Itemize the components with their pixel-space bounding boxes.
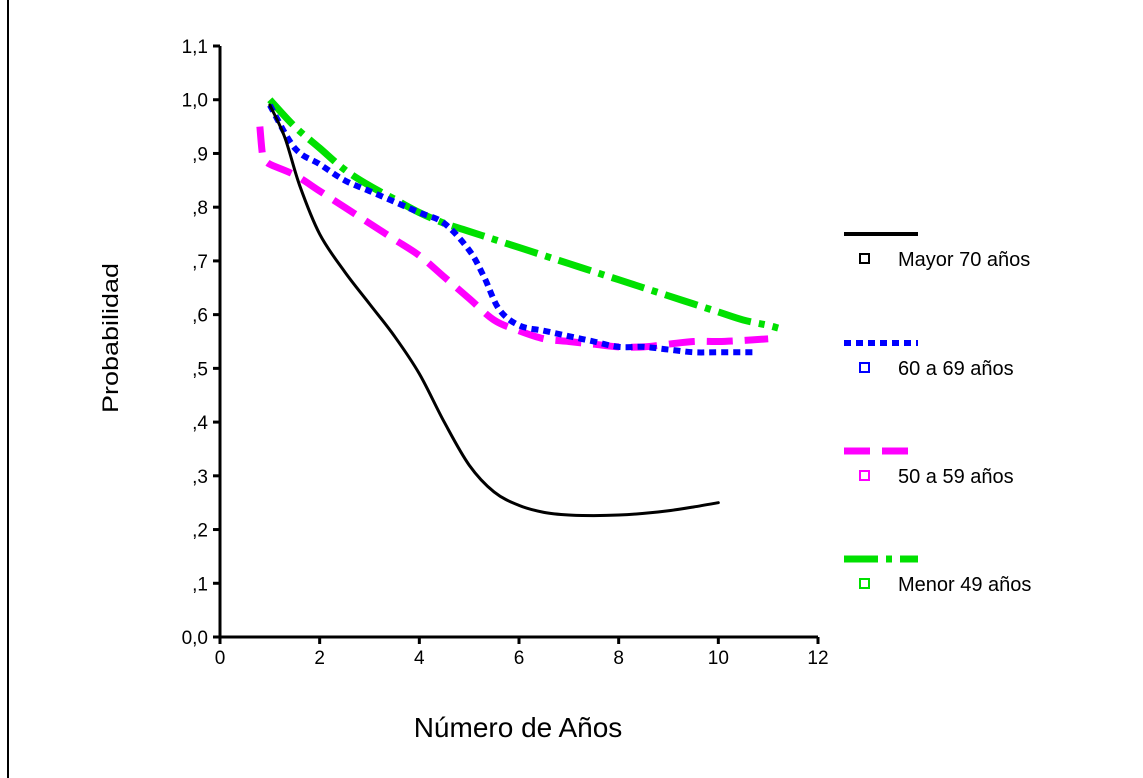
y-tick-label: ,2 xyxy=(192,521,208,542)
legend-label: Menor 49 años xyxy=(898,574,1031,596)
y-tick-label: ,9 xyxy=(192,144,208,165)
x-tick-label: 12 xyxy=(807,648,828,669)
legend-marker xyxy=(859,253,870,264)
x-tick-label: 4 xyxy=(414,648,425,669)
y-tick-label: ,1 xyxy=(192,574,208,595)
x-axis-ticks: 0 2 4 6 8 10 12 xyxy=(215,637,829,669)
x-tick-label: 0 xyxy=(215,648,226,669)
y-tick-label: ,8 xyxy=(192,198,208,219)
x-tick-label: 2 xyxy=(314,648,325,669)
series-line-4 xyxy=(267,97,780,332)
y-tick-label: ,5 xyxy=(192,359,208,380)
legend-label: 60 a 69 años xyxy=(898,358,1014,380)
legend-label: Mayor 70 años xyxy=(898,249,1030,271)
legend-marker xyxy=(859,578,870,589)
series-line-1 xyxy=(268,103,720,518)
legend-marker xyxy=(859,362,870,373)
y-axis-title: Probabilidad xyxy=(98,263,123,413)
x-axis-title: Número de Años xyxy=(414,712,623,743)
y-tick-label: 1,0 xyxy=(182,91,208,112)
legend: Mayor 70 años 60 a 69 años 50 a 59 años Men… xyxy=(844,232,1031,596)
series-line-3 xyxy=(256,126,769,351)
y-tick-label: 1,1 xyxy=(182,37,208,58)
y-axis-ticks: 0,0 ,1 ,2 ,3 ,4 ,5 ,6 ,7 ,8 ,9 1,0 1,1 xyxy=(182,37,220,649)
y-tick-label: ,6 xyxy=(192,306,208,327)
series-line-2 xyxy=(267,103,754,356)
legend-marker xyxy=(859,470,870,481)
y-tick-label: ,7 xyxy=(192,252,208,273)
x-tick-label: 6 xyxy=(514,648,525,669)
y-tick-label: ,4 xyxy=(192,413,208,434)
legend-label: 50 a 59 años xyxy=(898,466,1014,488)
y-tick-label: 0,0 xyxy=(182,628,208,649)
series-lines xyxy=(256,97,780,518)
y-tick-label: ,3 xyxy=(192,467,208,488)
x-tick-label: 10 xyxy=(708,648,729,669)
x-tick-label: 8 xyxy=(613,648,624,669)
